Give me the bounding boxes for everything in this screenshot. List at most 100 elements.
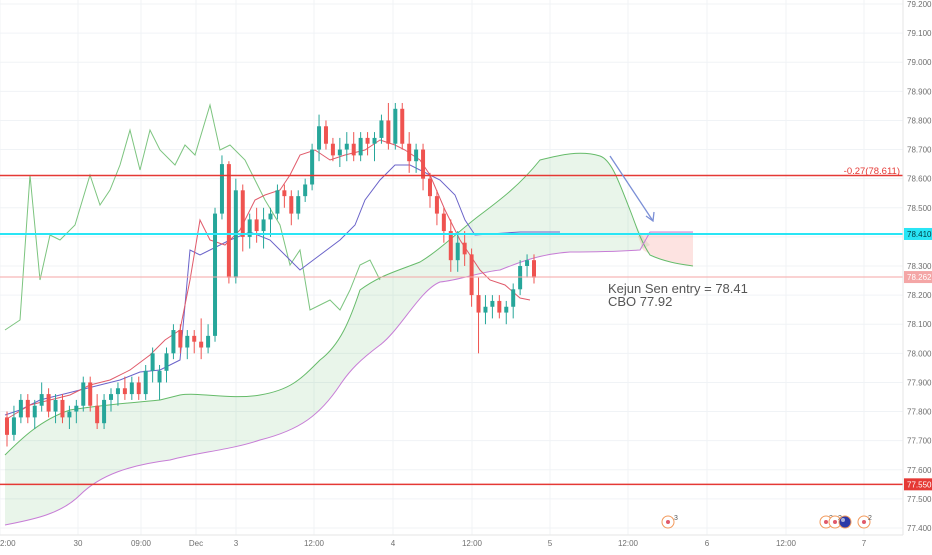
candle[interactable] xyxy=(303,178,308,202)
candle[interactable] xyxy=(483,295,488,325)
candle[interactable] xyxy=(497,295,502,319)
price-axis[interactable]: 79.200 79.100 79.000 78.900 78.800 78.700 78.6… xyxy=(902,0,932,535)
candlesticks[interactable] xyxy=(5,102,536,447)
candle[interactable] xyxy=(102,394,107,430)
candle[interactable] xyxy=(511,283,516,319)
candle[interactable] xyxy=(365,132,370,156)
event-badge-d[interactable]: 2 xyxy=(857,515,872,529)
candle[interactable] xyxy=(330,137,335,162)
candle[interactable] xyxy=(261,207,266,249)
candle[interactable] xyxy=(233,178,238,284)
x-tick-label: 3 xyxy=(234,539,239,548)
candle[interactable] xyxy=(525,254,530,278)
price-badge-text: 78.410 xyxy=(907,230,932,239)
candle[interactable] xyxy=(157,364,162,400)
candle[interactable] xyxy=(25,394,30,424)
candle[interactable] xyxy=(129,376,134,400)
candle[interactable] xyxy=(11,405,16,441)
candle[interactable] xyxy=(393,102,398,150)
candle[interactable] xyxy=(490,295,495,319)
candle[interactable] xyxy=(518,260,523,296)
candle[interactable] xyxy=(386,102,391,150)
candle[interactable] xyxy=(192,330,197,354)
candle[interactable] xyxy=(351,132,356,162)
price-badge-last-price[interactable]: 78.262 xyxy=(904,271,932,284)
candle[interactable] xyxy=(150,347,155,383)
price-badge-support[interactable]: 77.550 xyxy=(904,478,932,491)
candle[interactable] xyxy=(164,347,169,383)
candle[interactable] xyxy=(289,190,294,226)
candle[interactable] xyxy=(268,207,273,237)
candle[interactable] xyxy=(372,132,377,162)
candle[interactable] xyxy=(5,411,9,447)
candle[interactable] xyxy=(240,184,245,252)
candle[interactable] xyxy=(296,190,301,220)
candle[interactable] xyxy=(39,382,44,412)
candle[interactable] xyxy=(109,388,114,412)
candle[interactable] xyxy=(317,114,322,162)
candle[interactable] xyxy=(213,207,218,342)
candle[interactable] xyxy=(60,394,65,424)
candle[interactable] xyxy=(358,132,363,162)
candle[interactable] xyxy=(115,382,120,406)
candle[interactable] xyxy=(226,161,231,284)
candle[interactable] xyxy=(476,277,481,354)
candle[interactable] xyxy=(337,137,342,168)
y-tick-label: 78.300 xyxy=(907,262,932,271)
event-badges[interactable]: 3 2 2 2 xyxy=(661,515,872,529)
y-tick-label: 79.100 xyxy=(907,29,932,38)
candle[interactable] xyxy=(67,405,72,430)
candle-body xyxy=(379,120,384,138)
candle[interactable] xyxy=(455,231,460,272)
candle[interactable] xyxy=(122,376,127,400)
candle[interactable] xyxy=(18,394,23,424)
candle-body xyxy=(365,137,370,144)
candle[interactable] xyxy=(171,324,176,360)
candle[interactable] xyxy=(469,248,474,307)
event-badge-a[interactable]: 3 xyxy=(661,515,678,529)
candle[interactable] xyxy=(282,184,287,208)
candle[interactable] xyxy=(254,207,259,243)
candle[interactable] xyxy=(219,155,224,220)
candle[interactable] xyxy=(199,318,204,360)
candle[interactable] xyxy=(81,376,86,412)
candle[interactable] xyxy=(344,132,349,162)
candle[interactable] xyxy=(414,143,419,173)
candle[interactable] xyxy=(32,399,37,430)
candle[interactable] xyxy=(379,114,384,144)
candle[interactable] xyxy=(462,231,467,266)
horizontal-lines[interactable] xyxy=(0,174,903,486)
time-axis[interactable]: 2:00 30 09:00 Dec 3 12:00 4 12:00 5 12:00 6 12:00 7 xyxy=(0,534,932,550)
candle[interactable] xyxy=(143,364,148,400)
price-badge-kijun-entry[interactable]: 78.410 xyxy=(904,227,932,240)
candle[interactable] xyxy=(88,376,93,412)
candle[interactable] xyxy=(206,324,211,354)
candle[interactable] xyxy=(46,388,51,418)
candle[interactable] xyxy=(427,172,432,208)
candle-body xyxy=(532,260,536,278)
candle[interactable] xyxy=(421,143,426,191)
candle[interactable] xyxy=(434,190,439,226)
candle[interactable] xyxy=(448,219,453,272)
candle[interactable] xyxy=(400,102,405,150)
candle[interactable] xyxy=(323,120,328,150)
candle[interactable] xyxy=(74,399,79,424)
candle[interactable] xyxy=(504,300,509,325)
candle[interactable] xyxy=(95,394,100,430)
candle[interactable] xyxy=(407,132,412,173)
candle-body xyxy=(351,143,356,156)
candle[interactable] xyxy=(178,324,183,354)
candle[interactable] xyxy=(136,376,141,400)
candle-body xyxy=(462,242,467,255)
candle[interactable] xyxy=(53,394,58,424)
candle[interactable] xyxy=(247,213,252,249)
candle[interactable] xyxy=(310,143,315,191)
candle-body xyxy=(289,196,294,214)
candle[interactable] xyxy=(275,184,280,220)
candle[interactable] xyxy=(441,207,446,243)
candle[interactable] xyxy=(532,254,536,284)
candle[interactable] xyxy=(185,330,190,360)
event-badge-globe[interactable] xyxy=(838,515,852,529)
